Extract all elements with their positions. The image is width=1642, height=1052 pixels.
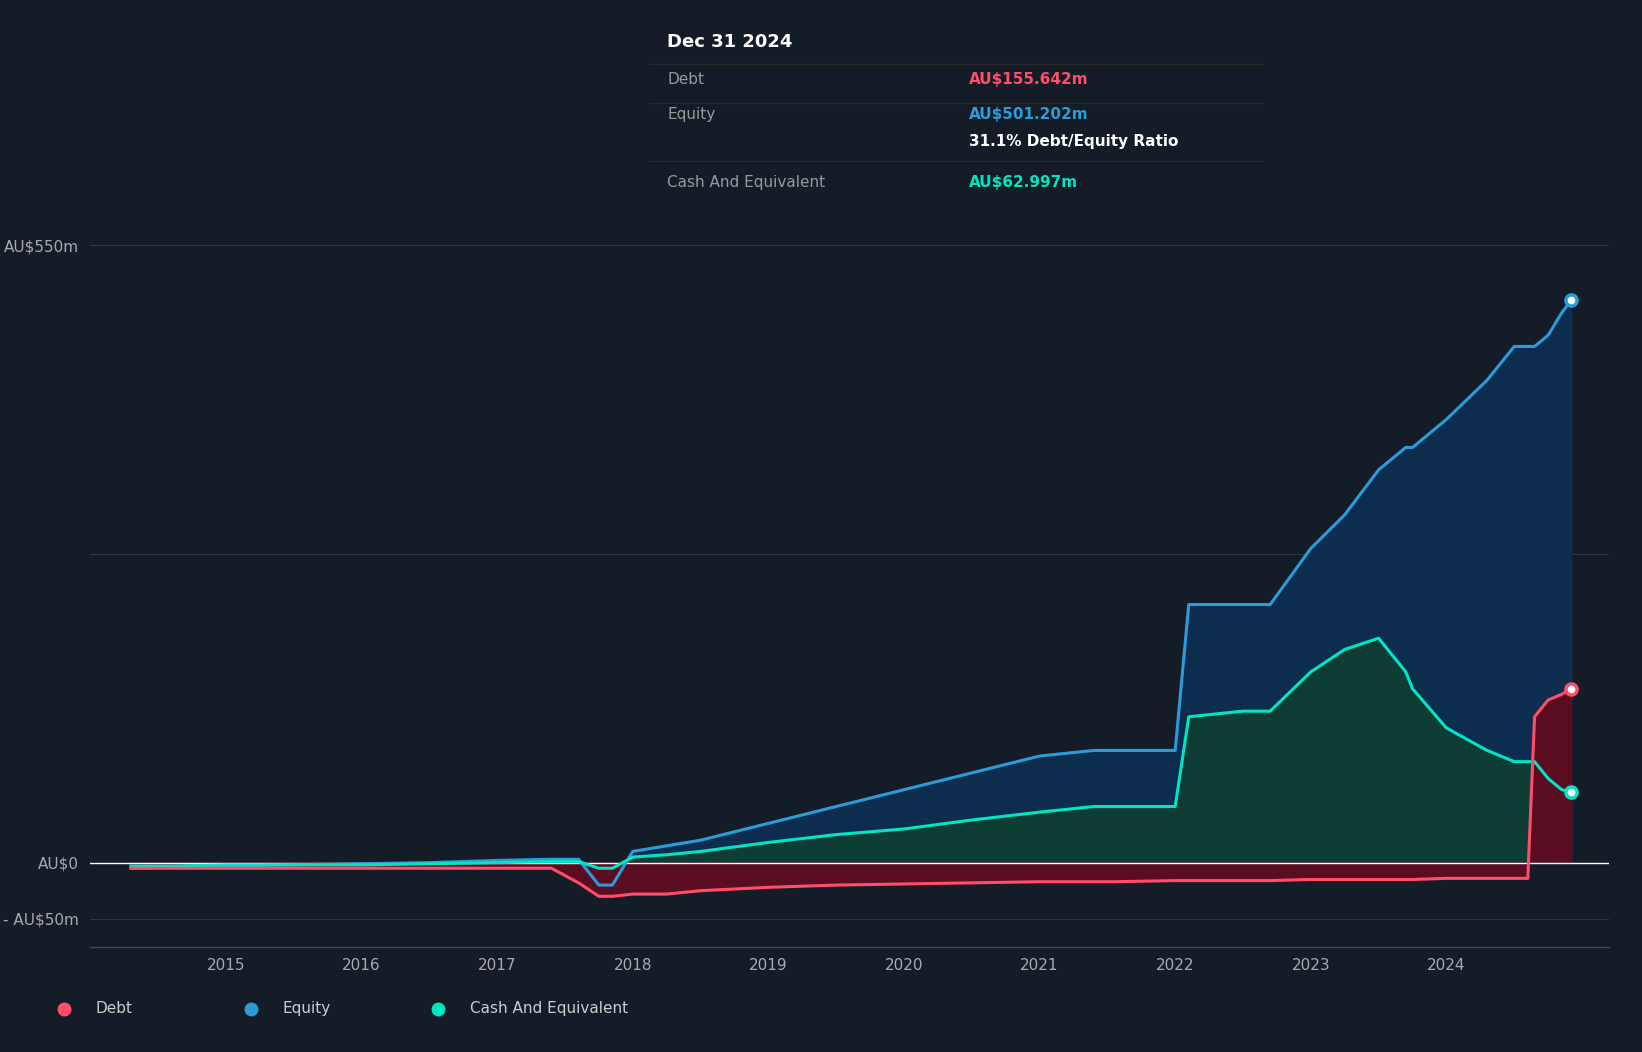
Text: Debt: Debt xyxy=(667,72,704,87)
Text: Cash And Equivalent: Cash And Equivalent xyxy=(470,1002,627,1016)
Text: 31.1% Debt/Equity Ratio: 31.1% Debt/Equity Ratio xyxy=(969,135,1179,149)
Text: Equity: Equity xyxy=(667,107,716,122)
Text: AU$155.642m: AU$155.642m xyxy=(969,72,1089,87)
Text: AU$501.202m: AU$501.202m xyxy=(969,107,1089,122)
Text: Debt: Debt xyxy=(95,1002,133,1016)
Text: Equity: Equity xyxy=(282,1002,330,1016)
Text: Cash And Equivalent: Cash And Equivalent xyxy=(667,175,826,190)
Text: Dec 31 2024: Dec 31 2024 xyxy=(667,34,793,52)
Text: AU$62.997m: AU$62.997m xyxy=(969,175,1077,190)
